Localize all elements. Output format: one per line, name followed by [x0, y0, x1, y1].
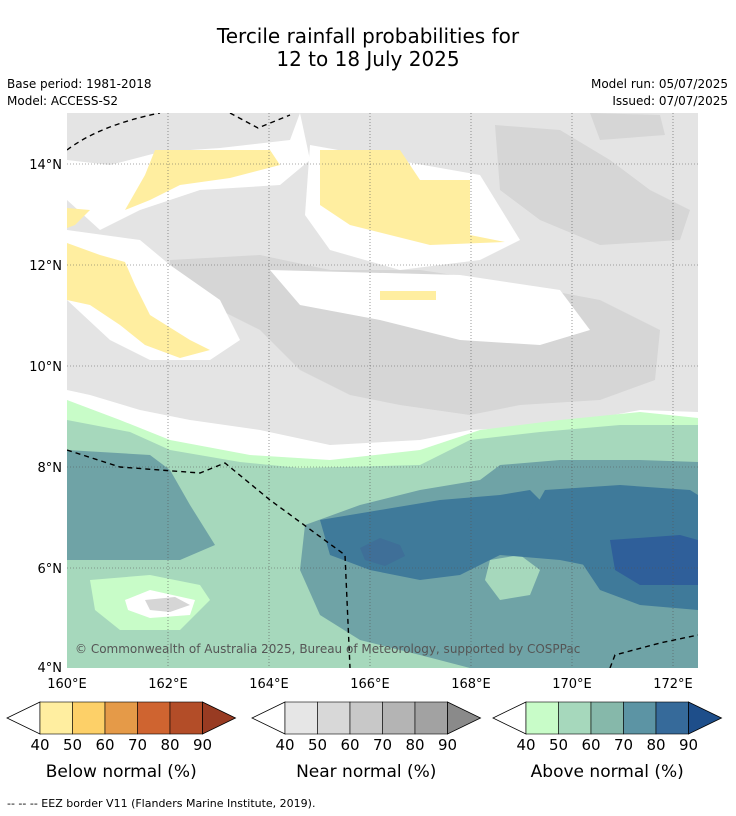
white-gap-south: [270, 270, 590, 345]
lon-label-172: 172°E: [653, 677, 693, 692]
below-normal-tick-label: 70: [127, 736, 148, 754]
above-normal-colorbar-segment: [655, 701, 689, 735]
lat-label-12: 12°N: [29, 259, 62, 274]
lat-label-14: 14°N: [29, 158, 62, 173]
below-normal-colorbar-segment: [39, 701, 73, 735]
base-period: Base period: 1981-2018: [7, 77, 152, 91]
above-normal-green-hole: [485, 555, 540, 600]
below-normal-colorbar-label: Below normal (%): [45, 762, 197, 782]
lat-label-8: 8°N: [38, 461, 63, 476]
below-normal-colorbar-segment: [72, 701, 106, 735]
above-normal-colorbar-segment: [525, 701, 559, 735]
above-normal-tick-label: 70: [613, 736, 634, 754]
below-normal-region-4: [67, 208, 90, 228]
lon-label-160: 160°E: [47, 677, 87, 692]
near-normal-colorbar-segment: [284, 701, 318, 735]
near-normal-colorbar-max-arrow: [447, 701, 482, 735]
below-normal-tick-label: 50: [62, 736, 83, 754]
near-normal-tick-label: 70: [372, 736, 393, 754]
lon-label-162: 162°E: [148, 677, 188, 692]
below-normal-region-3: [67, 243, 210, 358]
title-line-2: 12 to 18 July 2025: [276, 47, 460, 71]
above-normal-colorbar-min-arrow: [492, 701, 527, 735]
above-normal-80-region: [610, 535, 698, 585]
near-normal-tick-label: 40: [275, 736, 295, 754]
model-run: Model run: 05/07/2025: [590, 77, 728, 91]
below-normal-tick-label: 60: [95, 736, 115, 754]
above-normal-60-region: [67, 450, 215, 560]
above-normal-colorbar-segment: [558, 701, 592, 735]
above-normal-colorbar-segment: [623, 701, 657, 735]
above-normal-colorbar-label: Above normal (%): [530, 762, 684, 782]
near-normal-ne-corner: [590, 113, 665, 140]
white-gap-north-2: [67, 113, 300, 165]
above-normal-tick-label: 80: [646, 736, 666, 754]
below-normal-region-2: [125, 150, 280, 210]
model-name: Model: ACCESS-S2: [7, 94, 119, 108]
above-normal-tick-label: 90: [678, 736, 699, 754]
near-normal-colorbar-segment: [382, 701, 416, 735]
above-normal-colorbar-segment: [590, 701, 624, 735]
near-normal-colorbar-segment: [414, 701, 448, 735]
eez-footer-note: -- -- -- EEZ border V11 (Flanders Marine…: [7, 797, 316, 810]
below-normal-region-5: [380, 291, 436, 300]
gridlines: [67, 113, 698, 668]
copyright-notice: © Commonwealth of Australia 2025, Bureau…: [75, 642, 580, 656]
below-normal-tick-label: 40: [30, 736, 50, 754]
lat-label-10: 10°N: [29, 360, 62, 375]
lon-label-170: 170°E: [552, 677, 592, 692]
above-normal-tick-label: 40: [516, 736, 536, 754]
map-area: © Commonwealth of Australia 2025, Bureau…: [67, 113, 698, 668]
lon-label-164: 164°E: [249, 677, 289, 692]
eez-border: [67, 113, 698, 668]
lon-axis: 160°E 162°E 164°E 166°E 168°E 170°E 172°…: [47, 677, 693, 692]
above-normal-colorbar-max-arrow: [688, 701, 723, 735]
below-normal-colorbar-min-arrow: [6, 701, 41, 735]
below-normal-colorbar-segment: [137, 701, 171, 735]
title-line-1: Tercile rainfall probabilities for: [216, 24, 520, 48]
below-normal-region-1: [320, 150, 505, 245]
near-normal-tick-label: 90: [437, 736, 458, 754]
above-normal-tick-label: 60: [581, 736, 601, 754]
near-normal-tick-label: 60: [340, 736, 360, 754]
above-normal-tick-label: 50: [548, 736, 569, 754]
above-normal-80-small: [360, 538, 405, 566]
lat-axis: 14°N 12°N 10°N 8°N 6°N 4°N: [29, 158, 62, 676]
lat-label-4: 4°N: [38, 661, 63, 676]
lon-label-168: 168°E: [451, 677, 491, 692]
near-normal-colorbar-segment: [317, 701, 351, 735]
lon-label-166: 166°E: [350, 677, 390, 692]
colorbars: [6, 701, 723, 735]
near-normal-50-region-north: [495, 125, 690, 245]
below-normal-tick-label: 80: [160, 736, 180, 754]
lat-label-6: 6°N: [38, 562, 63, 577]
issued-date: Issued: 07/07/2025: [612, 94, 728, 108]
near-normal-tick-label: 80: [405, 736, 425, 754]
below-normal-tick-label: 90: [192, 736, 213, 754]
near-normal-tick-label: 50: [307, 736, 328, 754]
near-normal-colorbar-min-arrow: [251, 701, 286, 735]
near-normal-grey-south-inner: [145, 597, 190, 612]
below-normal-colorbar-segment: [104, 701, 138, 735]
near-normal-colorbar-label: Near normal (%): [296, 762, 437, 782]
below-normal-colorbar-max-arrow: [202, 701, 237, 735]
below-normal-colorbar-segment: [169, 701, 203, 735]
near-normal-colorbar-segment: [349, 701, 383, 735]
